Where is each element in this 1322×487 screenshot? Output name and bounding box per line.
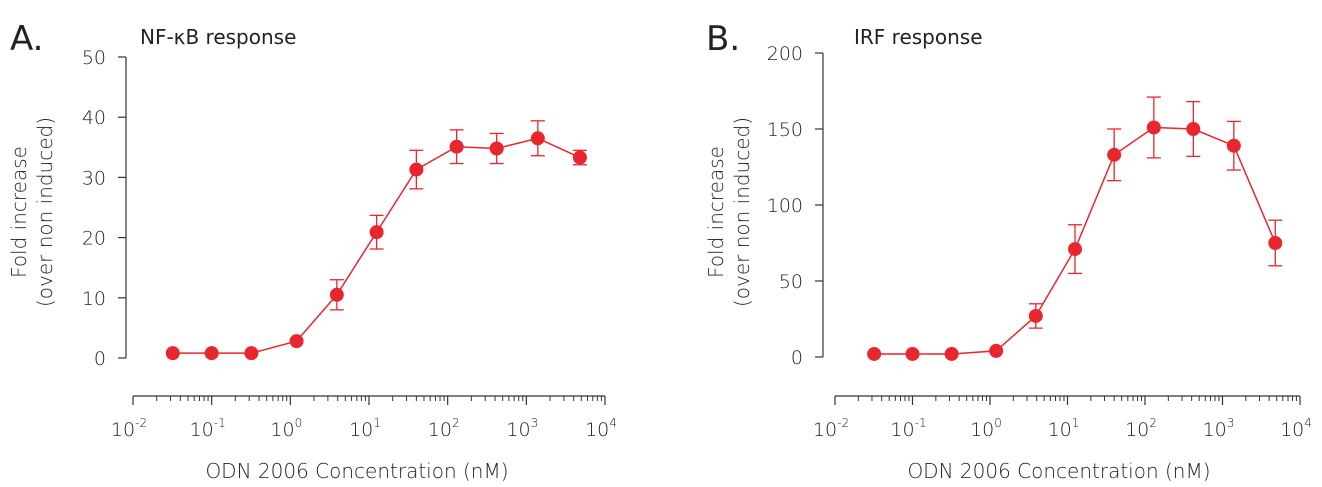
chart-a: A. NF-κB response ODN 2006 Concentration… bbox=[7, 19, 617, 483]
data-point bbox=[489, 141, 504, 156]
x-tick-label: 104 bbox=[585, 416, 617, 441]
x-tick-label: 10-1 bbox=[190, 416, 226, 441]
y-axis-label-line2: (over non induced) bbox=[33, 117, 57, 307]
y-tick-label: 50 bbox=[779, 271, 803, 293]
x-tick-label: 10-2 bbox=[813, 416, 849, 441]
y-tick-label: 0 bbox=[791, 347, 803, 369]
x-tick-label: 103 bbox=[506, 416, 538, 441]
data-point bbox=[165, 346, 180, 361]
data-point bbox=[944, 346, 959, 361]
x-tick-label: 10-1 bbox=[890, 416, 926, 441]
panel-label: A. bbox=[10, 19, 43, 59]
y-tick-label: 20 bbox=[82, 228, 106, 250]
data-point bbox=[1028, 308, 1043, 323]
chart-panel-a: A. NF-κB response ODN 2006 Concentration… bbox=[7, 19, 617, 483]
x-tick-label: 100 bbox=[270, 416, 302, 441]
x-tick-label: 101 bbox=[1048, 416, 1080, 441]
data-point bbox=[449, 139, 464, 154]
data-point bbox=[1268, 236, 1283, 250]
data-point bbox=[329, 287, 344, 302]
data-point bbox=[409, 162, 424, 177]
x-tick-label: 100 bbox=[970, 416, 1002, 441]
data-point bbox=[244, 346, 259, 361]
data-point bbox=[204, 346, 219, 361]
data-point bbox=[1146, 120, 1161, 135]
y-tick-label: 10 bbox=[82, 288, 106, 310]
x-tick-label: 102 bbox=[1125, 416, 1157, 441]
x-tick-label: 103 bbox=[1203, 416, 1235, 441]
panel-label: B. bbox=[706, 19, 740, 59]
data-point bbox=[289, 334, 304, 349]
data-point bbox=[867, 346, 882, 361]
chart-title: IRF response bbox=[854, 25, 983, 49]
data-point bbox=[530, 131, 545, 146]
data-point bbox=[989, 343, 1004, 358]
y-axis-label-line1: Fold increase bbox=[704, 146, 728, 278]
chart-title: NF-κB response bbox=[140, 25, 296, 49]
y-tick-label: 150 bbox=[767, 119, 803, 141]
x-axis-label: ODN 2006 Concentration (nM) bbox=[907, 459, 1210, 483]
chart-b: B. IRF response ODN 2006 Concentration (… bbox=[704, 19, 1312, 483]
data-point bbox=[1226, 138, 1241, 153]
y-tick-label: 50 bbox=[82, 47, 106, 69]
y-axis-label-line2: (over non induced) bbox=[730, 117, 754, 307]
data-point bbox=[572, 150, 587, 165]
x-tick-label: 10-2 bbox=[111, 416, 147, 441]
x-tick-label: 101 bbox=[349, 416, 381, 441]
y-tick-label: 200 bbox=[767, 43, 803, 65]
y-tick-label: 0 bbox=[94, 348, 106, 370]
y-axis-label-line1: Fold increase bbox=[7, 146, 31, 278]
data-point bbox=[369, 225, 384, 240]
y-tick-label: 100 bbox=[767, 195, 803, 217]
data-point bbox=[1186, 122, 1201, 136]
data-point bbox=[1107, 147, 1122, 162]
y-tick-label: 40 bbox=[82, 107, 106, 129]
data-point bbox=[1068, 242, 1083, 257]
y-tick-label: 30 bbox=[82, 167, 106, 189]
chart-panel-b: B. IRF response ODN 2006 Concentration (… bbox=[661, 0, 1322, 487]
x-axis-label: ODN 2006 Concentration (nM) bbox=[205, 459, 508, 483]
data-point bbox=[905, 346, 920, 361]
x-tick-label: 104 bbox=[1280, 416, 1312, 441]
x-tick-label: 102 bbox=[428, 416, 460, 441]
